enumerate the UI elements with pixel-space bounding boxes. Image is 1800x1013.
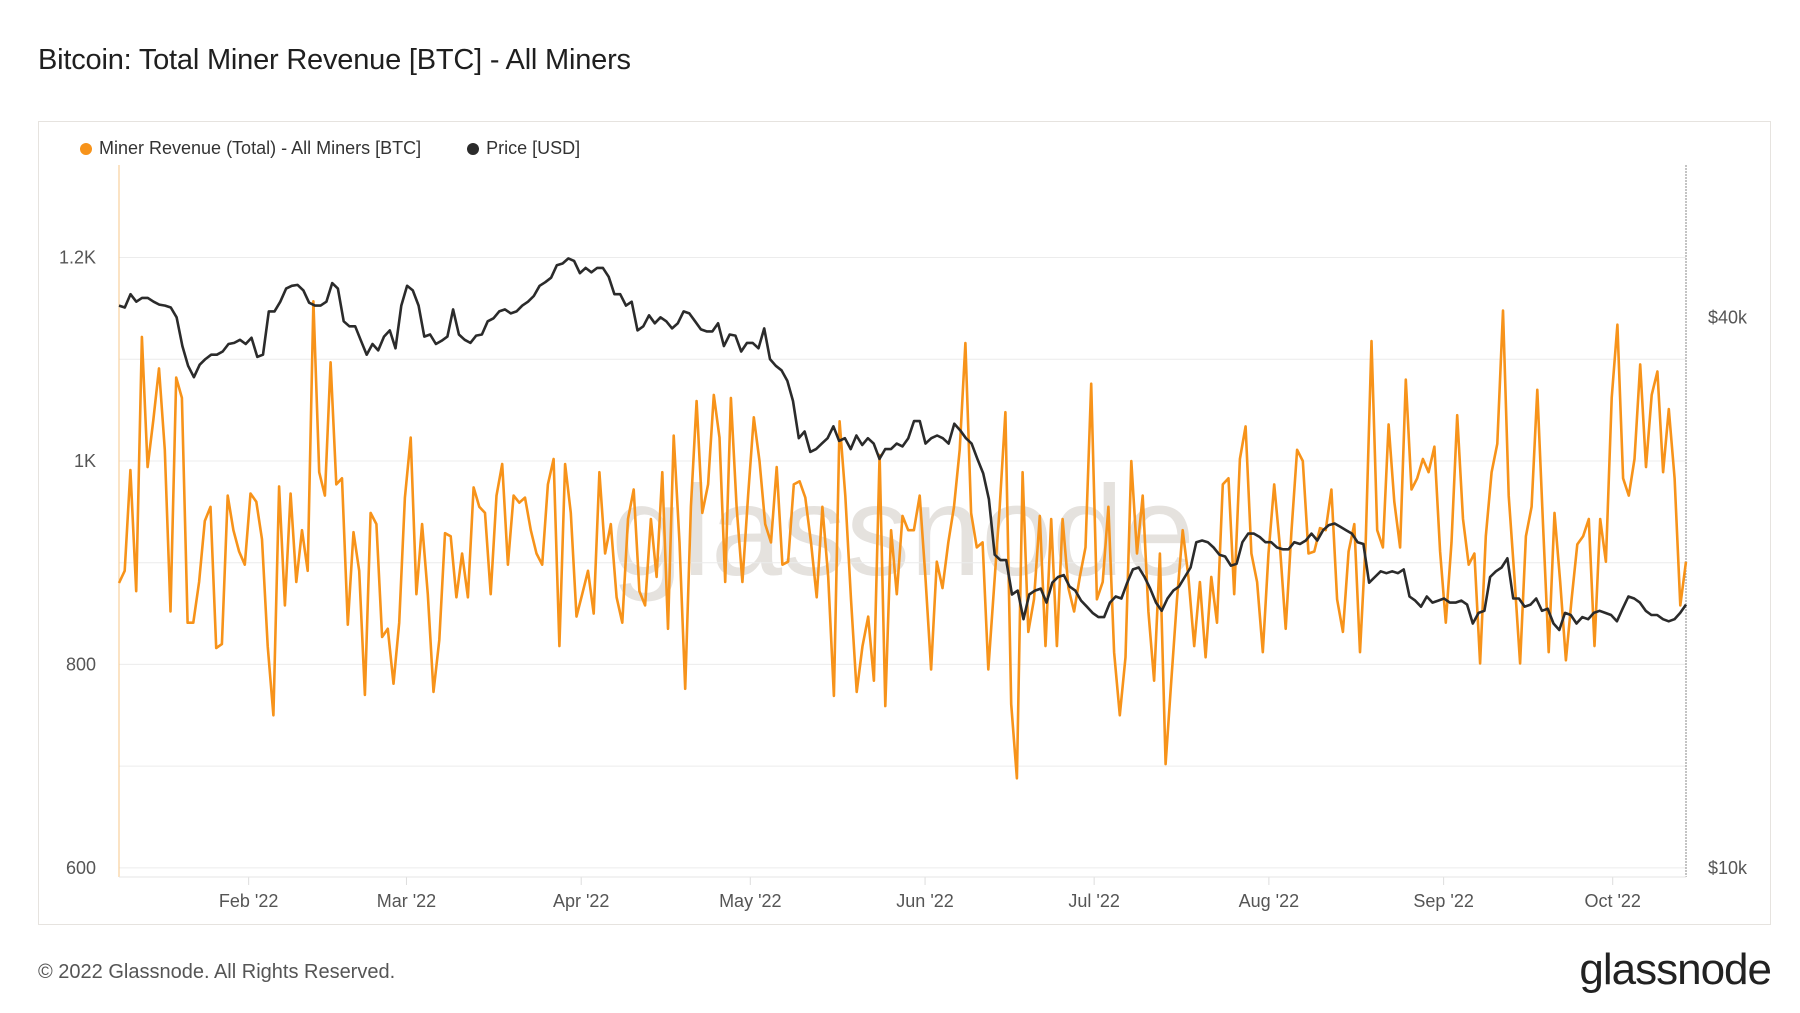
x-tick-label: Mar '22 <box>377 891 436 911</box>
y-right-tick-label: $40k <box>1708 307 1748 327</box>
series-layer <box>117 257 1688 780</box>
x-tick-label: Apr '22 <box>553 891 609 911</box>
chart-title: Bitcoin: Total Miner Revenue [BTC] - All… <box>38 44 631 76</box>
x-tick-label: Sep '22 <box>1413 891 1474 911</box>
x-tick-label: Feb '22 <box>219 891 278 911</box>
y-left-tick-label: 800 <box>66 654 96 674</box>
x-tick-label: Aug '22 <box>1239 891 1300 911</box>
axes <box>118 165 1687 885</box>
tick-labels: Feb '22 Mar '22 Apr '22 May '22 Jun '22 Jul '… <box>59 248 1748 911</box>
chart-frame <box>38 121 1771 925</box>
y-left-tick-label: 1K <box>74 451 96 471</box>
legend-item-revenue[interactable]: Miner Revenue (Total) - All Miners [BTC] <box>80 138 421 159</box>
x-tick-label: May '22 <box>719 891 781 911</box>
legend-dot-dark-icon <box>467 142 480 155</box>
y-left-tick-label: 1.2K <box>59 248 96 268</box>
copyright: © 2022 Glassnode. All Rights Reserved. <box>38 961 396 983</box>
legend-label: Miner Revenue (Total) - All Miners [BTC] <box>99 138 422 158</box>
x-tick-label: Jun '22 <box>896 891 953 911</box>
grid-lines <box>119 257 1686 869</box>
x-tick-label: Oct '22 <box>1584 891 1640 911</box>
series-line-price <box>118 257 1688 632</box>
legend-label: Price [USD] <box>486 138 581 158</box>
legend: Miner Revenue (Total) - All Miners [BTC]… <box>80 138 580 159</box>
legend-item-price[interactable]: Price [USD] <box>467 138 580 159</box>
y-right-tick-label: $10k <box>1708 858 1748 878</box>
series-line-miner-revenue <box>117 299 1688 780</box>
y-left-tick-label: 600 <box>66 858 96 878</box>
glassnode-logo: glassnode <box>1579 945 1772 994</box>
legend-dot-orange-icon <box>80 142 92 155</box>
x-tick-label: Jul '22 <box>1068 891 1119 911</box>
